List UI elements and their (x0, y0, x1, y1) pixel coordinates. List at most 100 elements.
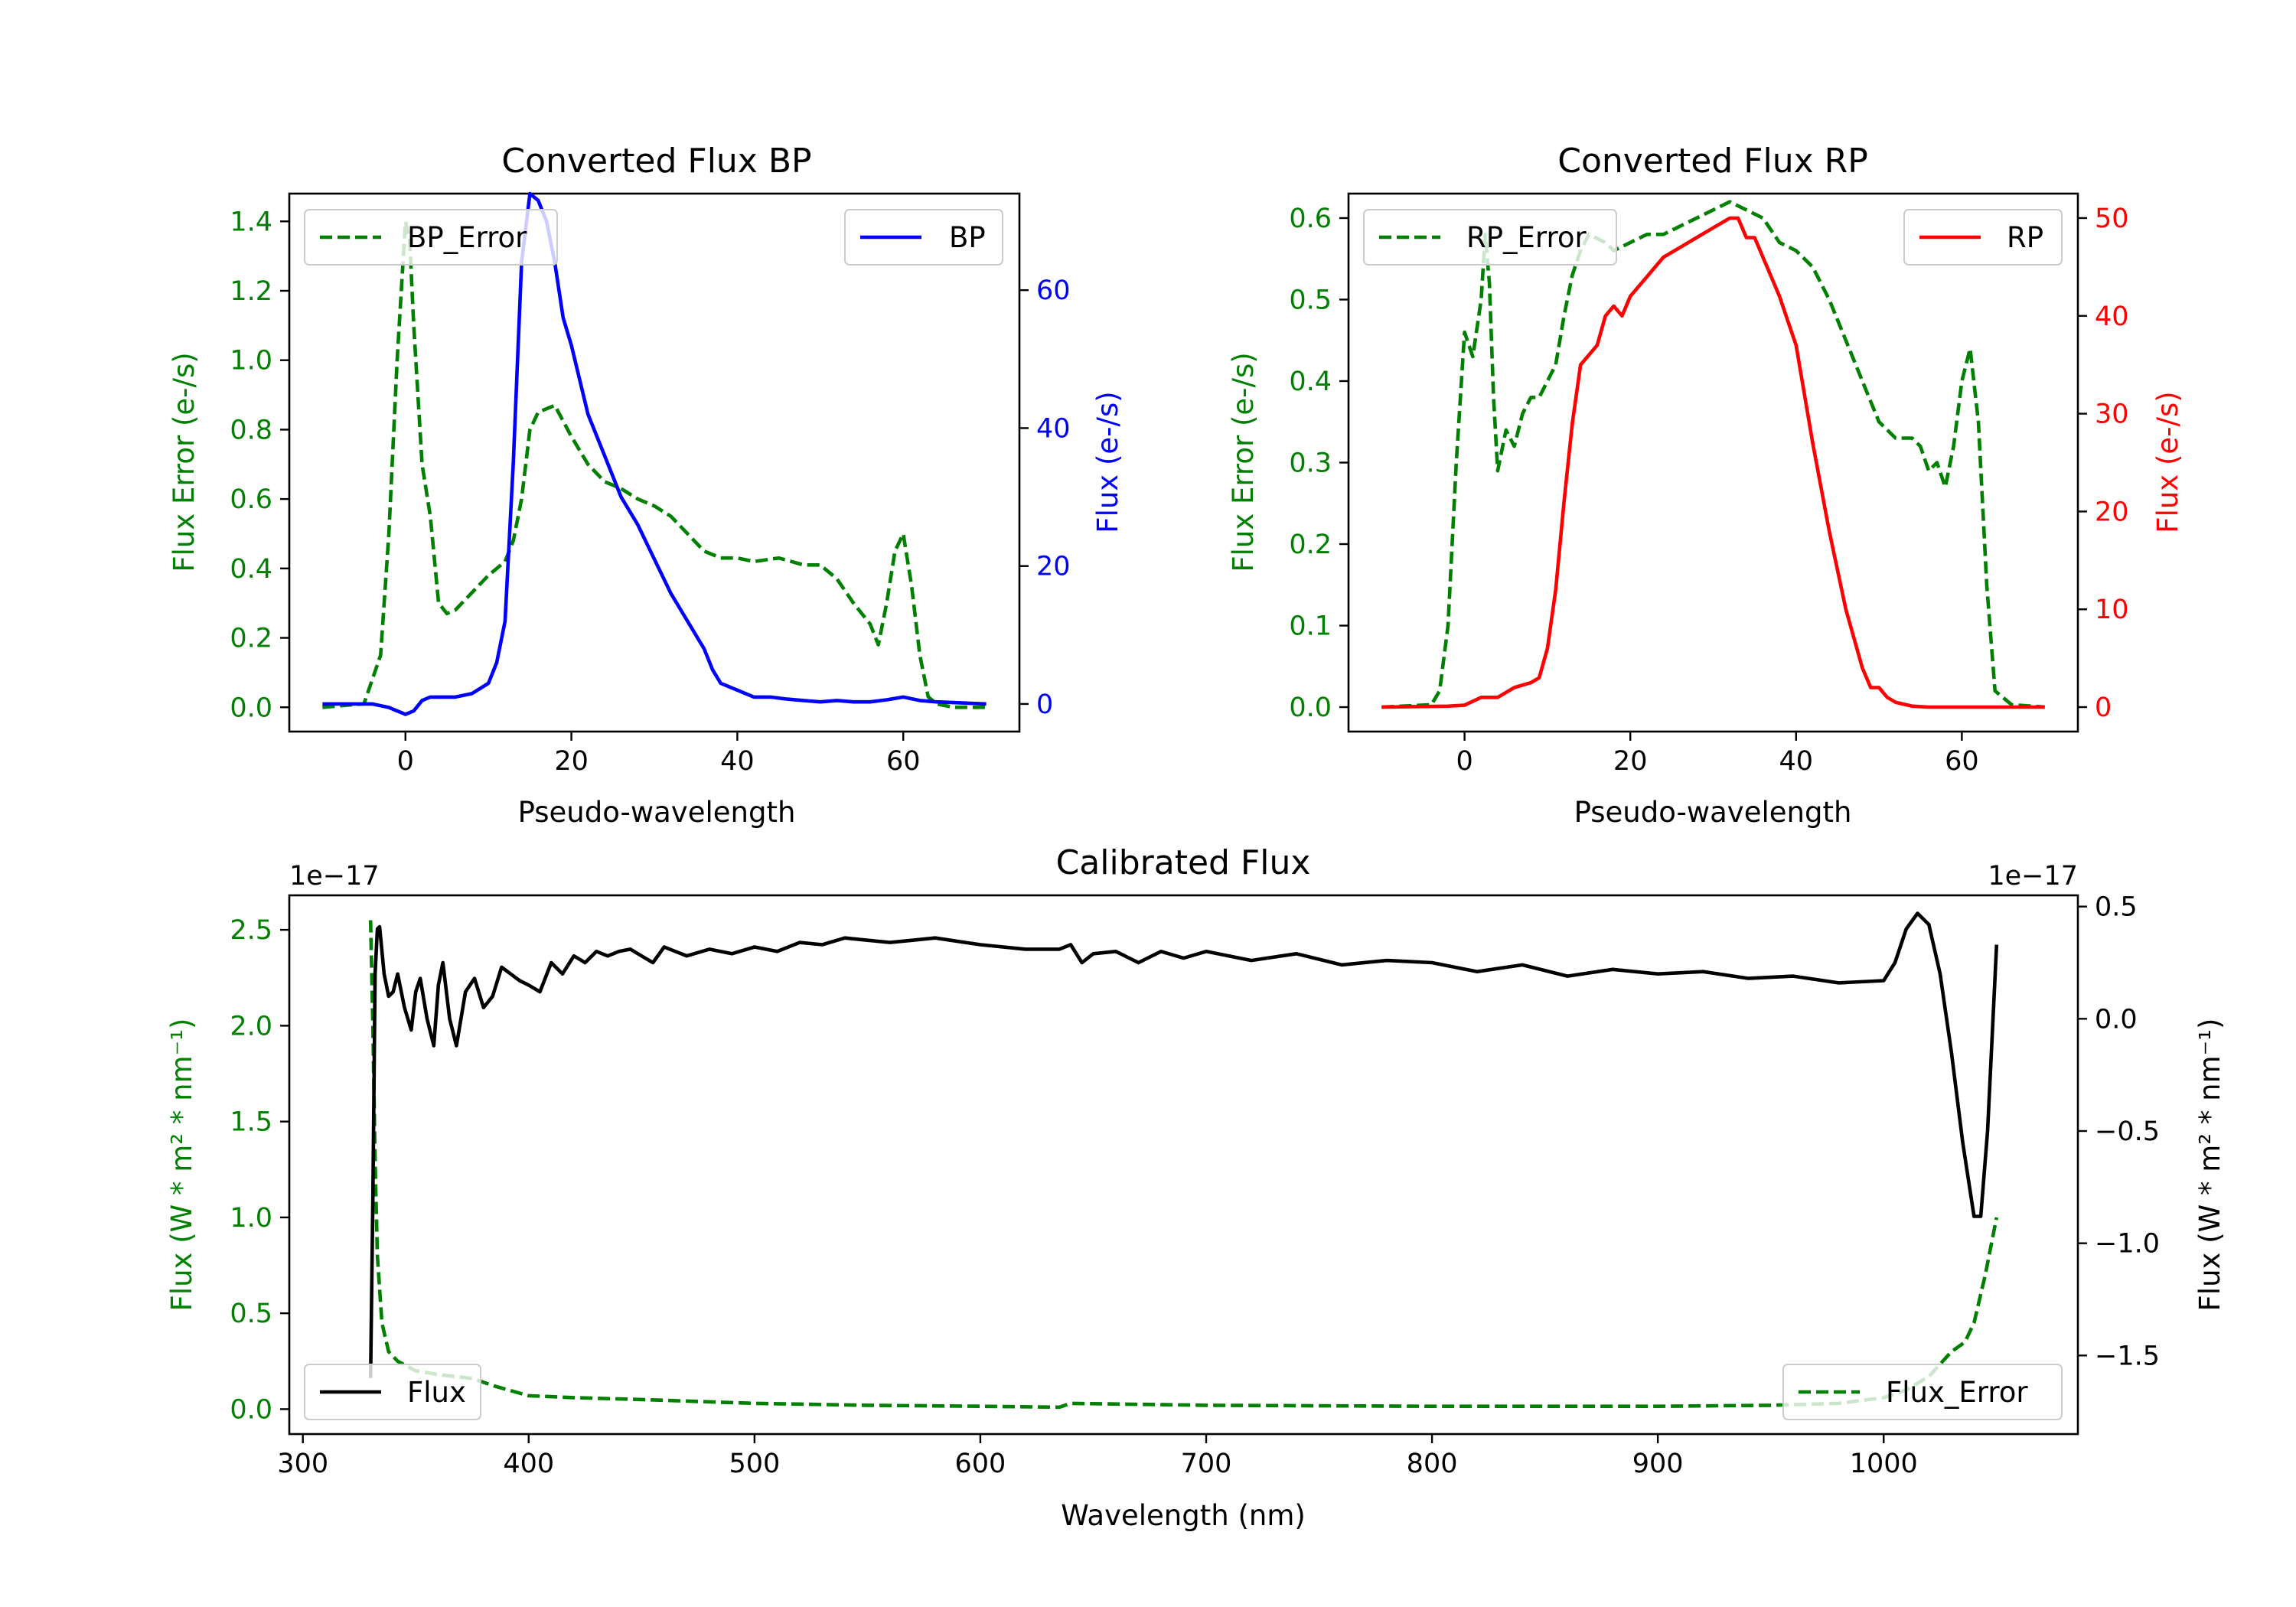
y-axis-left-label-calibrated: Flux (W * m² * nm⁻¹) (165, 1019, 198, 1312)
plot-area-bp (288, 192, 1021, 733)
y-axis-right-label-rp: Flux (e-/s) (2151, 391, 2184, 533)
y-axis-left-label-bp: Flux Error (e-/s) (168, 352, 201, 572)
chart-calibrated-flux: Calibrated Flux 300 400 500 600 700 800 900 100… (165, 843, 2226, 1532)
y-right-tick-label-bp: 40 (1036, 413, 1071, 444)
x-tick-label-cal: 700 (1181, 1449, 1232, 1479)
chart-title-rp: Converted Flux RP (1557, 142, 1868, 181)
legend-label-rp: RP (2007, 221, 2043, 254)
legend-box-rp-error (1363, 209, 1617, 266)
y-left-tick-label-cal: 1.5 (230, 1107, 272, 1138)
series-layer-bp (322, 191, 987, 716)
y-right-tick-label-cal: −0.5 (2095, 1116, 2160, 1147)
x-tick-label-rp: 20 (1613, 746, 1648, 777)
y-right-tick-label-rp: 0 (2095, 693, 2112, 723)
y-left-tick-label-cal: 0.0 (230, 1394, 272, 1425)
legend-rp: RP (1903, 209, 2063, 266)
ticks-layer-calibrated: 300 400 500 600 700 800 900 1000 0.0 0.5 1.0 1.5 2.0… (230, 892, 2160, 1479)
series-line-rp-error (1381, 200, 2045, 709)
y-left-tick-label-bp: 1.0 (230, 346, 272, 376)
legend-label-bp: BP (949, 221, 986, 254)
y-right-tick-label-cal: −1.0 (2095, 1229, 2160, 1260)
x-tick-label-cal: 600 (955, 1449, 1006, 1479)
legend-bp-error: BP_Error (304, 209, 558, 266)
y-left-tick-label-rp: 0.3 (1289, 448, 1332, 479)
x-tick-label-rp: 60 (1945, 746, 1979, 777)
x-axis-label-bp: Pseudo-wavelength (518, 796, 796, 829)
x-tick-label-cal: 900 (1632, 1449, 1684, 1479)
x-tick-label-cal: 400 (503, 1449, 554, 1479)
legend-box-rp (1903, 209, 2063, 266)
x-tick-label-rp: 40 (1779, 746, 1814, 777)
y-left-tick-label-rp: 0.0 (1289, 693, 1332, 723)
x-tick-label-cal: 1000 (1850, 1449, 1918, 1479)
x-tick-label-cal: 500 (729, 1449, 780, 1479)
legend-box-flux-error (1782, 1364, 2063, 1420)
chart-title-bp: Converted Flux BP (501, 142, 811, 181)
x-tick-label-bp: 40 (720, 746, 755, 777)
y-left-tick-label-bp: 1.4 (230, 207, 272, 237)
y-left-tick-label-bp: 0.4 (230, 554, 272, 585)
y-left-tick-label-rp: 0.2 (1289, 530, 1332, 560)
chart-converted-flux-bp: Converted Flux BP 0 20 40 60 0.0 0.2 0.4 0.6 0.8… (168, 142, 1124, 829)
legend-box-bp-error (304, 209, 558, 266)
y-left-tick-label-rp: 0.6 (1289, 204, 1332, 234)
x-tick-label-bp: 0 (397, 746, 414, 777)
y-right-tick-label-bp: 60 (1036, 275, 1071, 306)
ticks-layer-bp: 0 20 40 60 0.0 0.2 0.4 0.6 0.8 1.0 1.2 1.4 0 20 40 60 (230, 207, 1070, 777)
y-left-tick-label-bp: 0.6 (230, 484, 272, 515)
y-left-tick-label-cal: 1.0 (230, 1203, 272, 1234)
series-line-flux (368, 911, 1999, 1378)
x-axis-label-calibrated: Wavelength (nm) (1061, 1499, 1306, 1532)
series-line-bp (322, 191, 987, 716)
legend-label-bp-error: BP_Error (407, 221, 527, 254)
y-left-tick-label-cal: 2.0 (230, 1011, 272, 1041)
legend-box-flux (304, 1364, 481, 1420)
y-right-tick-label-rp: 50 (2095, 204, 2129, 234)
y-left-tick-label-rp: 0.1 (1289, 611, 1332, 642)
plot-area-calibrated (288, 894, 2079, 1436)
legend-bp: BP (844, 209, 1003, 266)
legend-label-rp-error: RP_Error (1466, 221, 1587, 254)
y-right-tick-label-cal: 0.5 (2095, 892, 2138, 923)
y-left-tick-label-bp: 1.2 (230, 276, 272, 307)
y-right-tick-label-rp: 30 (2095, 399, 2129, 430)
series-layer-calibrated (368, 911, 1999, 1410)
x-tick-label-cal: 300 (277, 1449, 328, 1479)
y-right-tick-label-bp: 20 (1036, 552, 1071, 582)
legend-label-flux-error: Flux_Error (1886, 1376, 2028, 1409)
y-left-tick-label-rp: 0.4 (1289, 367, 1332, 397)
series-line-flux-error (368, 920, 1999, 1410)
x-tick-label-cal: 800 (1407, 1449, 1458, 1479)
series-layer-rp (1381, 200, 2045, 709)
series-line-rp (1381, 216, 2045, 709)
x-axis-label-rp: Pseudo-wavelength (1574, 796, 1852, 829)
series-line-bp-error (322, 219, 987, 709)
legend-label-flux: Flux (407, 1376, 466, 1409)
ticks-layer-rp: 0 20 40 60 0.0 0.1 0.2 0.3 0.4 0.5 0.6 0 10 20 30 40 50 (1289, 204, 2128, 777)
y-right-tick-label-bp: 0 (1036, 689, 1053, 720)
x-tick-label-bp: 20 (554, 746, 589, 777)
y-axis-left-label-rp: Flux Error (e-/s) (1227, 352, 1260, 572)
legend-rp-error: RP_Error (1363, 209, 1617, 266)
offset-label-left: 1e−17 (289, 861, 380, 892)
y-right-tick-label-cal: 0.0 (2095, 1004, 2138, 1035)
x-tick-label-bp: 60 (886, 746, 921, 777)
legend-flux-error: Flux_Error (1782, 1364, 2063, 1420)
y-axis-right-label-calibrated: Flux (W * m² * nm⁻¹) (2193, 1019, 2226, 1312)
y-axis-right-label-bp: Flux (e-/s) (1091, 391, 1124, 533)
chart-converted-flux-rp: Converted Flux RP 0 20 40 60 0.0 0.1 0.2 0.3 0.4… (1227, 142, 2184, 829)
y-right-tick-label-rp: 10 (2095, 595, 2129, 625)
y-left-tick-label-bp: 0.0 (230, 693, 272, 723)
y-right-tick-label-rp: 20 (2095, 497, 2129, 527)
y-left-tick-label-cal: 2.5 (230, 915, 272, 946)
offset-label-right: 1e−17 (1988, 861, 2078, 892)
y-right-tick-label-rp: 40 (2095, 302, 2129, 332)
y-left-tick-label-rp: 0.5 (1289, 285, 1332, 315)
chart-title-calibrated: Calibrated Flux (1056, 843, 1311, 882)
y-left-tick-label-bp: 0.2 (230, 624, 272, 654)
y-left-tick-label-bp: 0.8 (230, 415, 272, 445)
legend-box-bp (844, 209, 1003, 266)
y-right-tick-label-cal: −1.5 (2095, 1341, 2160, 1371)
legend-flux: Flux (304, 1364, 481, 1420)
